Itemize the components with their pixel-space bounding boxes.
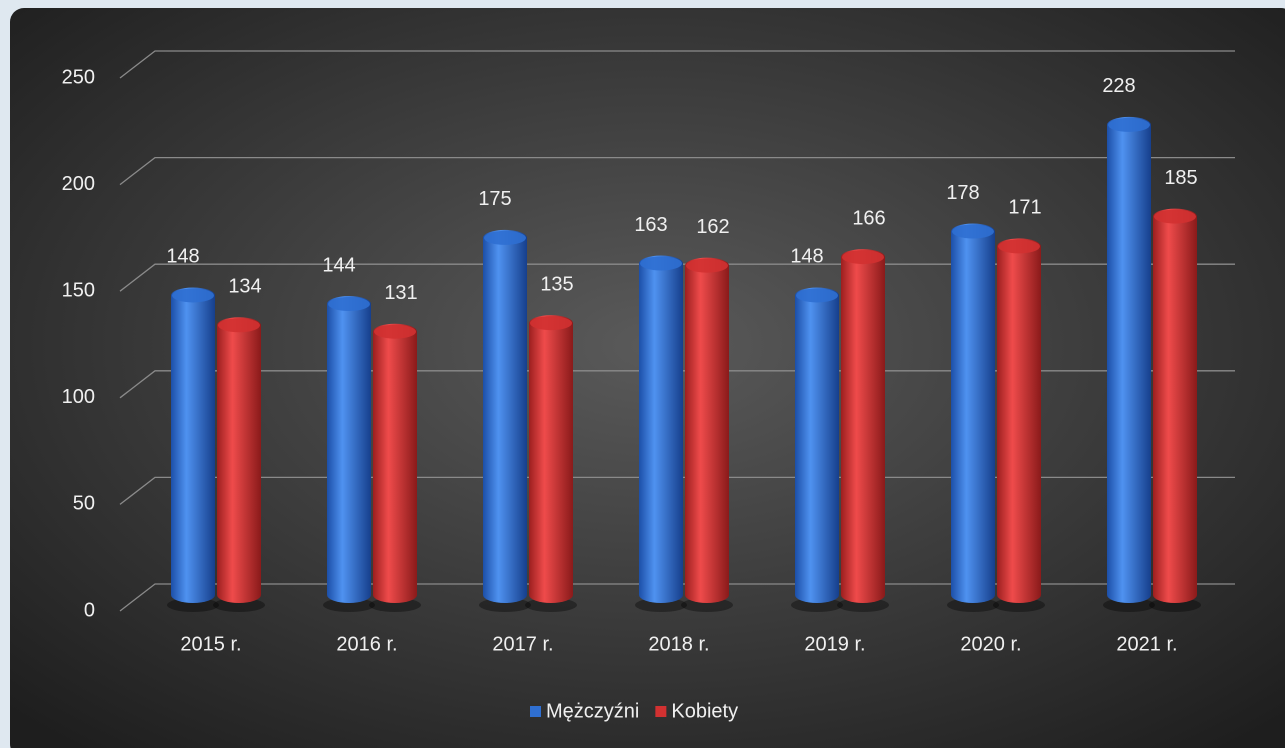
data-label: 131	[384, 282, 417, 304]
bar-top	[1108, 118, 1150, 132]
bar	[171, 287, 215, 603]
x-tick-label: 2019 r.	[804, 633, 865, 655]
x-tick-label: 2018 r.	[648, 633, 709, 655]
bar-top	[1154, 210, 1196, 224]
bar	[997, 238, 1041, 603]
bar	[685, 258, 729, 603]
y-tick-label: 50	[73, 493, 95, 515]
y-tick-label: 150	[62, 279, 95, 301]
legend-swatch	[655, 706, 666, 717]
y-tick-label: 0	[84, 599, 95, 621]
bar	[327, 296, 371, 603]
bar-top	[218, 318, 260, 332]
data-label: 175	[478, 188, 511, 210]
y-tick-label: 100	[62, 386, 95, 408]
chart: 0 50 100 150 200 250 2015 r. 148 134 2016 r. 144 13…	[0, 0, 1285, 748]
data-label: 148	[166, 246, 199, 268]
data-label: 134	[228, 276, 261, 298]
bar-top	[484, 231, 526, 245]
bar-top	[998, 239, 1040, 253]
y-tick-label: 200	[62, 173, 95, 195]
bar-top	[640, 256, 682, 270]
bar-top	[842, 250, 884, 264]
data-label: 166	[852, 207, 885, 229]
data-label: 163	[634, 214, 667, 236]
data-label: 135	[540, 273, 573, 295]
bar	[1153, 209, 1197, 603]
bar	[951, 224, 995, 603]
page: 0 50 100 150 200 250 2015 r. 148 134 2016 r. 144 13…	[0, 0, 1285, 748]
data-label: 228	[1102, 75, 1135, 97]
bar	[529, 315, 573, 603]
bar	[841, 249, 885, 603]
x-tick-label: 2017 r.	[492, 633, 553, 655]
bar	[483, 230, 527, 603]
bar-top	[328, 297, 370, 311]
data-label: 144	[322, 254, 355, 276]
bar	[639, 255, 683, 603]
bar	[373, 324, 417, 603]
data-label: 148	[790, 246, 823, 268]
bar-top	[952, 225, 994, 239]
data-label: 185	[1164, 167, 1197, 189]
x-tick-label: 2021 r.	[1116, 633, 1177, 655]
x-tick-label: 2015 r.	[180, 633, 241, 655]
bar	[795, 287, 839, 603]
bar	[217, 317, 261, 603]
bar	[1107, 117, 1151, 603]
bar-top	[374, 325, 416, 339]
x-tick-label: 2016 r.	[336, 633, 397, 655]
legend-label: Kobiety	[671, 700, 738, 722]
legend-label: Mężczyźni	[546, 700, 639, 722]
data-label: 171	[1008, 197, 1041, 219]
legend-swatch	[530, 706, 541, 717]
bar-top	[172, 288, 214, 302]
data-label: 178	[946, 182, 979, 204]
bar-top	[796, 288, 838, 302]
bar-top	[530, 316, 572, 330]
data-label: 162	[696, 216, 729, 238]
bar-top	[686, 259, 728, 273]
y-tick-label: 250	[62, 66, 95, 88]
x-tick-label: 2020 r.	[960, 633, 1021, 655]
